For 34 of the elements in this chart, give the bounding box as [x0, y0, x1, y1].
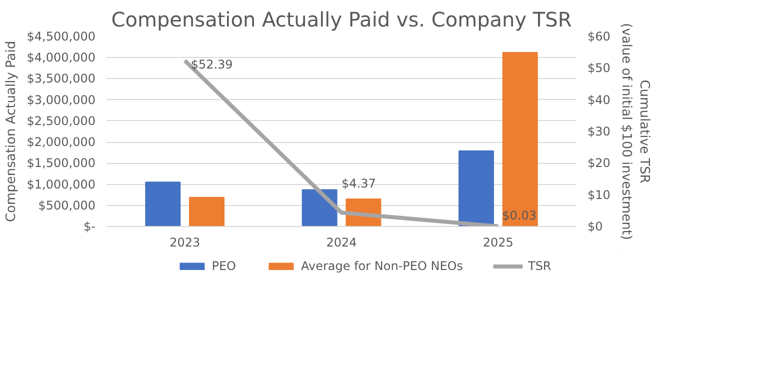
y-tick-label: $3,000,000	[26, 92, 96, 107]
y2-axis-title: Cumulative TSR (value of initial $100 investment)	[618, 23, 652, 240]
y-tick-label: $500,000	[38, 198, 96, 212]
y-tick-label: $2,500,000	[26, 114, 96, 128]
y2-tick-label: $0	[588, 220, 603, 234]
y2-tick-label: $20	[588, 156, 610, 170]
chart-title: Compensation Actually Paid vs. Company TSR	[111, 8, 572, 32]
x-tick-label: 2024	[326, 236, 357, 250]
x-tick-label: 2023	[170, 236, 200, 250]
y-tick-label: $4,000,000	[26, 50, 96, 65]
data-label: $0.03	[502, 208, 537, 222]
bar	[145, 182, 181, 226]
data-label: $4.37	[342, 176, 376, 191]
y-tick-label: $-	[84, 220, 96, 234]
y-tick-label: $3,500,000	[26, 72, 96, 86]
y2-tick-label: $40	[588, 92, 610, 107]
x-tick-label: 2025	[482, 236, 514, 250]
legend-label: Average for Non-PEO NEOs	[300, 259, 463, 273]
data-label: $52.39	[190, 58, 233, 72]
y2-tick-label: $10	[588, 188, 610, 202]
y-tick-label: $1,000,000	[26, 177, 96, 192]
y-tick-label: $4,500,000	[26, 30, 96, 44]
legend-label: PEO	[212, 259, 236, 273]
bar	[502, 52, 538, 226]
bar	[189, 196, 224, 226]
y2-tick-label: $30	[588, 124, 610, 138]
y-tick-label: $1,500,000	[26, 156, 96, 170]
y-axis-title: Compensation Actually Paid	[4, 40, 19, 222]
y2-tick-label: $60	[588, 30, 610, 44]
bar	[302, 189, 338, 226]
y-tick-label: $2,000,000	[26, 135, 96, 150]
legend-label: TSR	[528, 259, 552, 273]
y2-tick-label: $50	[588, 61, 610, 76]
bar	[458, 150, 494, 226]
